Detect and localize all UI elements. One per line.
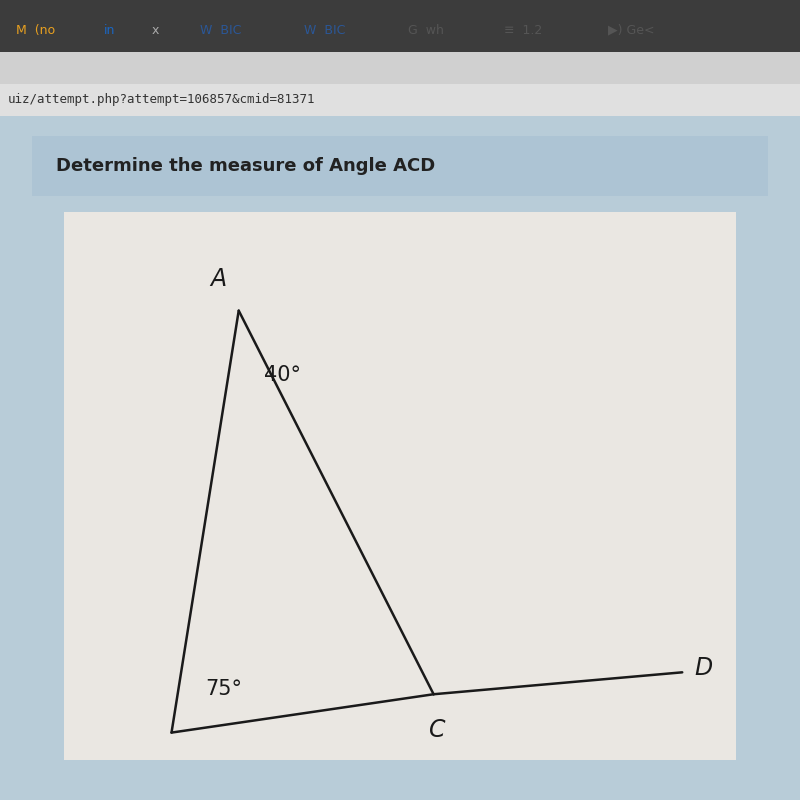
Text: M  (no: M (no: [16, 24, 55, 37]
Bar: [0, 84, 800, 116]
Bar: [0, 0, 800, 52]
Text: D: D: [694, 656, 713, 680]
Text: A: A: [210, 266, 226, 290]
Bar: [64, 212, 736, 760]
Bar: [0, 116, 800, 800]
Text: G  wh: G wh: [408, 24, 444, 37]
Text: x: x: [152, 24, 159, 37]
Bar: [32, 136, 768, 196]
Text: ≡  1.2: ≡ 1.2: [504, 24, 542, 37]
Text: W  BIC: W BIC: [200, 24, 242, 37]
Text: 75°: 75°: [205, 678, 242, 698]
Text: W  BIC: W BIC: [304, 24, 346, 37]
Text: in: in: [104, 24, 115, 37]
Bar: [0, 52, 800, 84]
Text: uiz/attempt.php?attempt=106857&cmid=81371: uiz/attempt.php?attempt=106857&cmid=8137…: [8, 94, 315, 106]
Text: C: C: [430, 718, 446, 742]
Text: 40°: 40°: [264, 365, 302, 385]
Text: ▶) Ge<: ▶) Ge<: [608, 24, 654, 37]
Text: Determine the measure of Angle ACD: Determine the measure of Angle ACD: [56, 157, 435, 174]
